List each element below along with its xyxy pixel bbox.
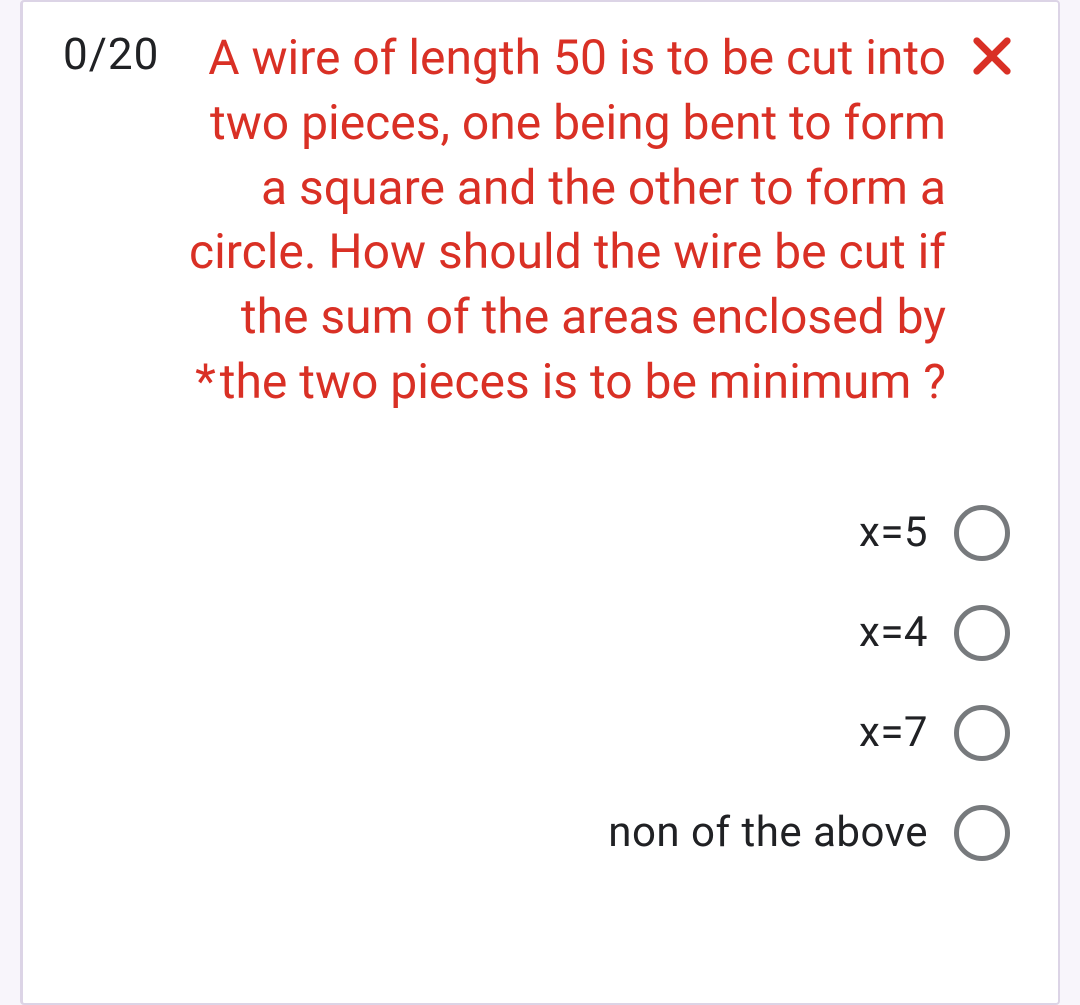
question-text: A wire of length 50 is to be cut into tw… (189, 29, 946, 410)
close-icon (966, 26, 1018, 82)
option-label: x=4 (859, 608, 928, 657)
option-x4[interactable]: x=4 (859, 605, 1010, 661)
question-card: 0/20 A wire of length 50 is to be cut in… (20, 0, 1060, 1005)
question-text-wrap: A wire of length 50 is to be cut into tw… (179, 26, 946, 415)
score-badge: 0/20 (63, 26, 159, 80)
radio-icon (954, 505, 1010, 561)
option-label: x=5 (859, 508, 928, 557)
radio-icon (954, 705, 1010, 761)
radio-icon (954, 605, 1010, 661)
option-label: non of the above (608, 808, 928, 857)
required-asterisk: * (195, 353, 216, 410)
option-none[interactable]: non of the above (608, 805, 1010, 861)
option-x5[interactable]: x=5 (859, 505, 1010, 561)
question-header-row: 0/20 A wire of length 50 is to be cut in… (63, 26, 1018, 415)
option-x7[interactable]: x=7 (859, 705, 1010, 761)
option-label: x=7 (859, 708, 928, 757)
options-list: x=5 x=4 x=7 non of the above (63, 505, 1018, 861)
radio-icon (954, 805, 1010, 861)
